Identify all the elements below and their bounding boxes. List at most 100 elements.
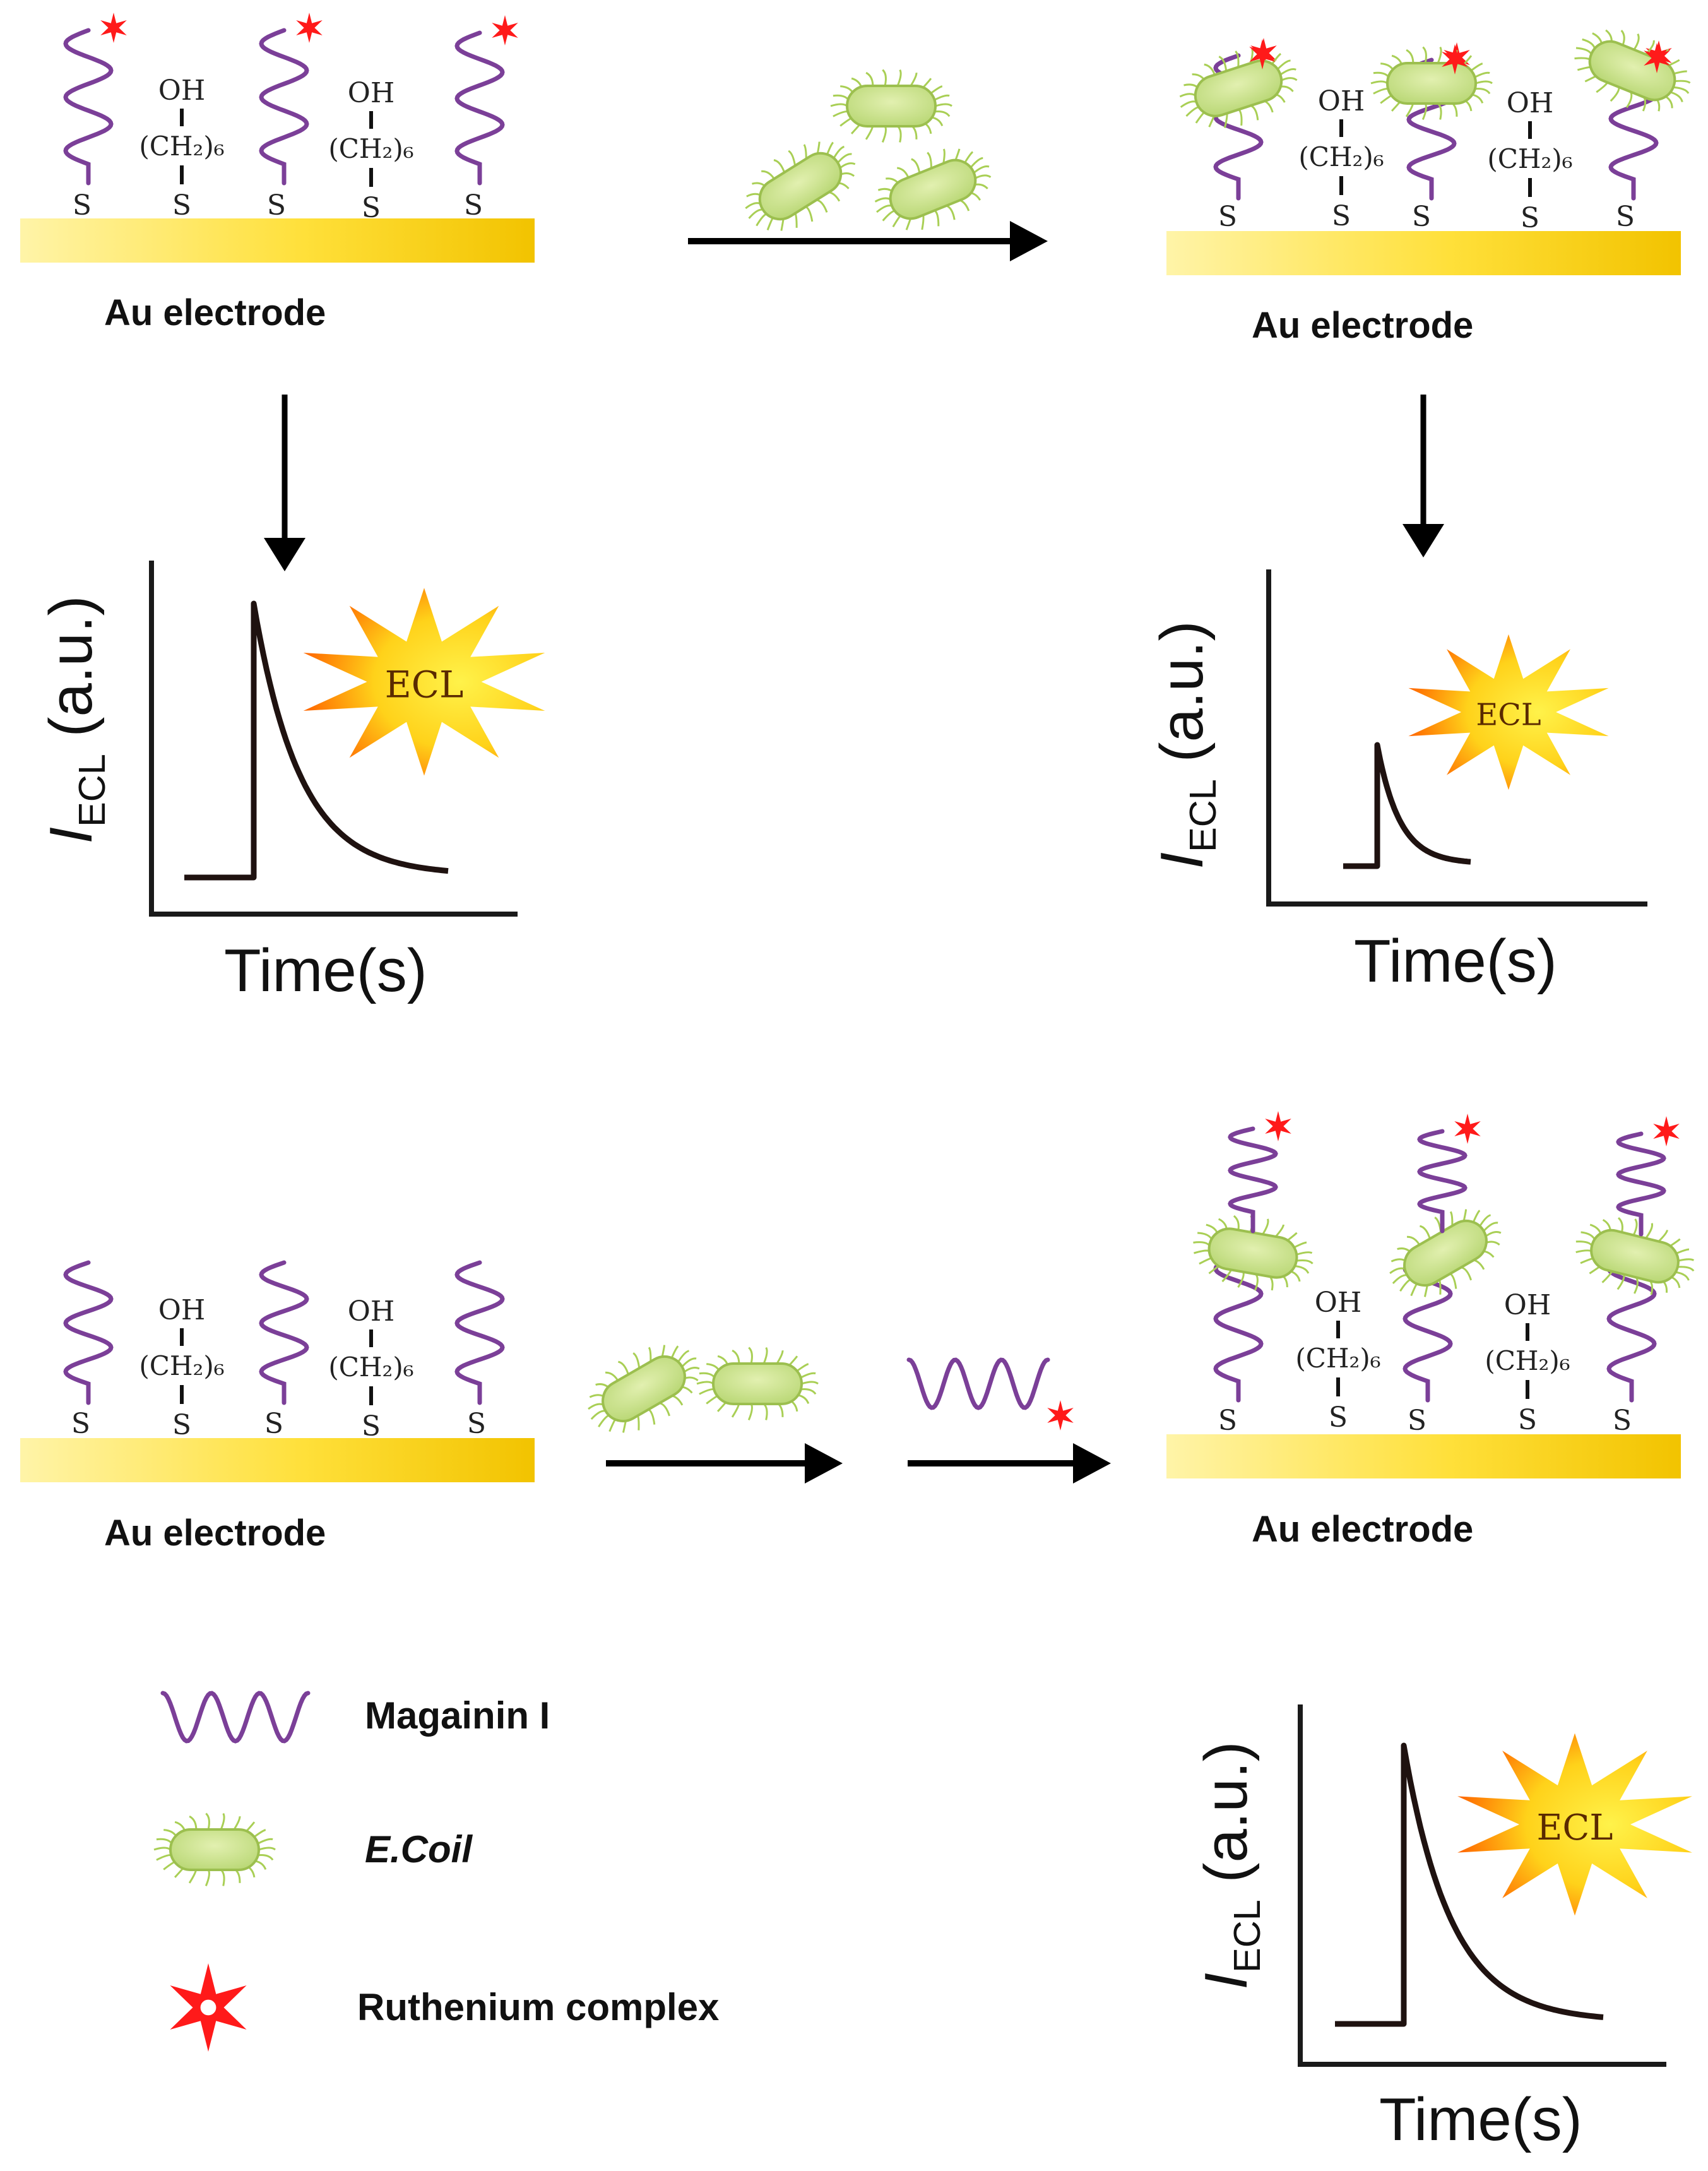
peptide-chain <box>1228 1126 1278 1234</box>
ecl-burst-badge: ECL <box>1457 1733 1692 1916</box>
bacteria-body <box>1389 1209 1502 1297</box>
ruthenium-star <box>1442 44 1468 74</box>
thiol-s: S <box>71 1408 90 1440</box>
labeled-peptide <box>259 13 323 186</box>
sulfur-label: S <box>267 189 286 222</box>
bacteria-icon <box>874 148 992 230</box>
alkyl-chain-label: (CH₂)₆ <box>328 1352 413 1383</box>
captured-bacteria <box>1389 1209 1502 1297</box>
alkyl-chain-label: (CH₂)₆ <box>328 133 413 164</box>
sulfur-label: S <box>264 1408 283 1440</box>
labeled-peptide <box>1417 1114 1481 1234</box>
ruthenium-tag <box>1644 43 1670 73</box>
peptide-chain <box>454 30 505 186</box>
arrow-down-right <box>1403 395 1444 557</box>
gold-electrode <box>1166 1434 1681 1478</box>
thiol-s: S <box>1412 201 1431 233</box>
axes <box>1298 1704 1666 2067</box>
captured-bacteria <box>1575 1216 1695 1295</box>
thiol-s: S <box>1218 1405 1237 1437</box>
bacteria-body <box>1575 1216 1695 1295</box>
sulfur-label: S <box>1521 202 1539 234</box>
panel-bottom-right: S S S OH (CH₂)₆ S OH (CH₂)₆ S Au electrode <box>1166 1111 1695 1550</box>
y-axis-label: IECL (a.u.) <box>1192 1741 1268 1989</box>
bacteria-body <box>1179 48 1298 128</box>
arrow-add-bacteria-top <box>688 69 1048 261</box>
peptide-chain <box>454 1260 505 1405</box>
alkyl-chain-label: (CH₂)₆ <box>1485 1345 1570 1376</box>
ruthenium-star <box>1653 1116 1680 1146</box>
arrow-down-left <box>264 395 305 571</box>
ruthenium-tag <box>1442 44 1468 74</box>
peptide-chain <box>1213 1254 1264 1403</box>
captured-bacteria <box>1179 48 1298 128</box>
mch-spacer: OH (CH₂)₆ S <box>139 1294 224 1441</box>
sulfur-label: S <box>1412 201 1431 233</box>
legend-ruthenium-label: Ruthenium complex <box>357 1986 719 2028</box>
bacteria-body <box>588 1345 700 1433</box>
bacteria-icon <box>830 69 952 143</box>
legend-magainin-label: Magainin I <box>365 1694 550 1737</box>
peptide-chain <box>259 28 309 186</box>
sulfur-label: S <box>1616 201 1635 233</box>
captured-bacteria <box>1370 46 1493 120</box>
sulfur-label: S <box>71 1408 90 1440</box>
hydroxyl-label: OH <box>158 74 205 107</box>
y-axis-label: IECL (a.u.) <box>1148 621 1224 869</box>
bacteria-icon <box>588 1345 700 1433</box>
legend-peptide-icon <box>160 1691 311 1744</box>
thiol-s: S <box>1408 1405 1426 1437</box>
legend-ruthenium-icon <box>170 1963 247 2052</box>
bacteria-body <box>1193 1215 1314 1291</box>
thiol-s: S <box>73 189 92 222</box>
panel-top-left: S S S OH (CH₂)₆ S OH (CH₂)₆ S Au electrode <box>20 13 535 333</box>
sulfur-label: S <box>1518 1404 1537 1436</box>
thiol-s: S <box>1218 201 1237 233</box>
hydroxyl-label: OH <box>1504 1289 1551 1321</box>
bacteria-body <box>153 1812 276 1886</box>
labeled-peptide <box>1616 1116 1680 1237</box>
hydroxyl-label: OH <box>348 1295 394 1328</box>
ecl-transient-curve <box>1335 1742 1604 2027</box>
bacteria-body <box>1370 46 1493 120</box>
alkyl-chain-label: (CH₂)₆ <box>139 131 224 162</box>
ruthenium-star <box>492 15 518 45</box>
ruthenium-star <box>296 13 323 43</box>
axes <box>1266 569 1647 907</box>
mch-spacer: OH (CH₂)₆ S <box>1485 1289 1570 1436</box>
hydroxyl-label: OH <box>1315 1287 1361 1319</box>
legend: Magainin I E.Coil Ruthenium complex <box>153 1691 719 2052</box>
thiol-s: S <box>267 189 286 222</box>
ecl-graph-high: ECL IECL (a.u.) Time(s) <box>37 561 545 1004</box>
mch-spacer: OH (CH₂)₆ S <box>1295 1287 1380 1434</box>
ecl-badge-text: ECL <box>1536 1807 1613 1848</box>
ecl-burst-badge: ECL <box>303 588 545 776</box>
sulfur-label: S <box>1218 201 1237 233</box>
sulfur-label: S <box>1329 1401 1348 1434</box>
mch-spacer: OH (CH₂)₆ S <box>139 74 224 222</box>
ecl-badge-text: ECL <box>1476 698 1541 732</box>
legend-bacteria-icon <box>153 1812 276 1886</box>
bacteria-icon <box>696 1347 819 1420</box>
peptide <box>63 1260 114 1405</box>
ruthenium-tag <box>1249 39 1276 69</box>
ruthenium-star <box>1249 39 1276 69</box>
gold-electrode <box>20 1438 535 1482</box>
hydroxyl-label: OH <box>1318 85 1365 117</box>
alkyl-chain-label: (CH₂)₆ <box>1298 141 1384 172</box>
hydroxyl-label: OH <box>1507 87 1553 119</box>
alkyl-chain-label: (CH₂)₆ <box>1295 1343 1380 1374</box>
sulfur-label: S <box>172 1409 191 1441</box>
peptide <box>454 1260 505 1405</box>
sulfur-label: S <box>73 189 92 222</box>
gold-electrode <box>1166 231 1681 275</box>
ecl-transient-curve <box>184 600 449 881</box>
peptide <box>259 1260 309 1405</box>
alkyl-chain-label: (CH₂)₆ <box>1487 143 1572 174</box>
axes <box>149 561 518 917</box>
x-axis-label: Time(s) <box>1379 2086 1582 2153</box>
mch-spacer: OH (CH₂)₆ S <box>328 77 413 224</box>
captured-bacteria <box>1193 1215 1314 1291</box>
bacteria-body <box>1574 29 1691 112</box>
